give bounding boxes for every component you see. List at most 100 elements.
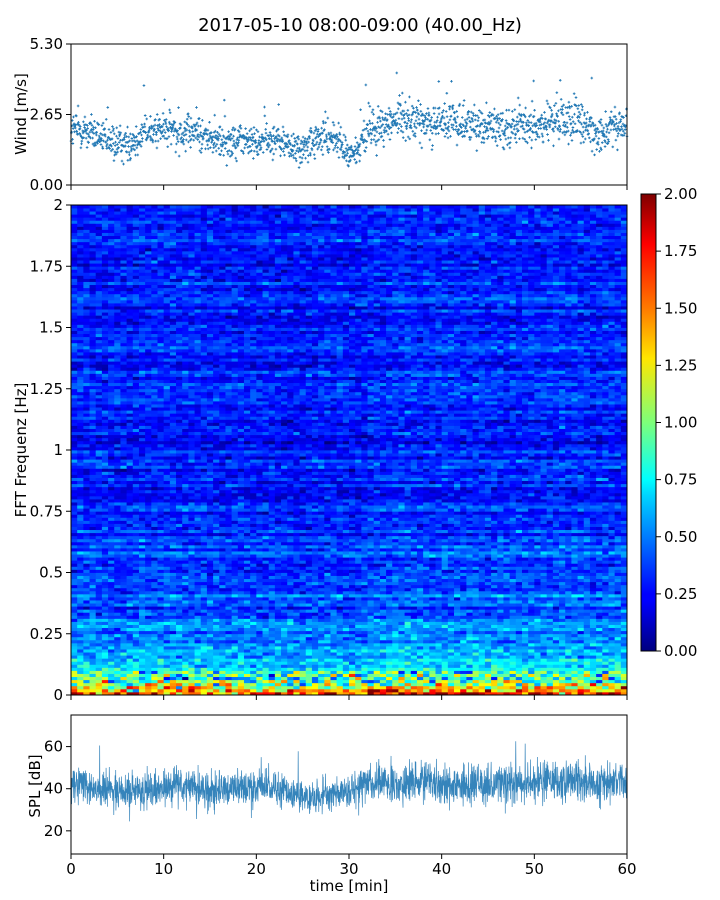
- spectrogram-cell: [491, 676, 498, 681]
- spectrogram-cell: [521, 646, 529, 650]
- spectrogram-cell: [596, 658, 603, 662]
- spectrogram-cell: [528, 606, 535, 610]
- wind-point: [616, 148, 619, 152]
- spectrogram-cell: [447, 664, 455, 668]
- spectrogram-cell: [176, 609, 183, 613]
- wind-point: [211, 139, 214, 142]
- spectrogram-cell: [379, 615, 387, 619]
- wind-point: [440, 111, 444, 114]
- spectrogram-cell: [188, 673, 195, 678]
- wind-point: [135, 146, 139, 150]
- spectrogram-cell: [213, 649, 220, 653]
- spectrogram-cell: [71, 609, 78, 613]
- spectrogram-cell: [441, 590, 449, 595]
- spectrogram-cell: [157, 642, 165, 647]
- spectrogram-cell: [355, 673, 362, 678]
- spectrogram-cell: [293, 587, 300, 592]
- spectrogram-cell: [281, 630, 288, 635]
- wind-point: [164, 118, 168, 121]
- spectrogram-cell: [534, 655, 541, 659]
- wind-point: [445, 132, 448, 135]
- spectrogram-cell: [503, 609, 511, 613]
- spectrogram-cell: [423, 652, 430, 656]
- spectrogram-cell: [95, 584, 103, 589]
- spectrogram-cell: [318, 682, 325, 687]
- spectrogram-cell: [392, 618, 399, 622]
- spectrogram-cell: [145, 636, 152, 641]
- spectrogram-cell: [114, 652, 121, 656]
- spectrogram-cell: [206, 646, 214, 650]
- wind-point: [214, 134, 218, 137]
- wind-point: [123, 133, 127, 137]
- spectrogram-cell: [540, 655, 548, 659]
- spectrogram-cell: [503, 670, 511, 674]
- spectrogram-cell: [571, 639, 578, 644]
- spectrogram-cell: [281, 593, 288, 598]
- spectrogram-cell: [262, 670, 270, 674]
- spectrogram-cell: [528, 676, 535, 681]
- spectrogram-cell: [194, 670, 202, 674]
- spectrogram-cell: [318, 600, 325, 604]
- spectrogram-cell: [423, 618, 430, 622]
- spectrogram-cell: [521, 661, 529, 665]
- spectrogram-cell: [206, 676, 214, 681]
- spectrogram-cell: [293, 676, 300, 681]
- wind-point: [291, 153, 295, 157]
- spectrogram-cell: [454, 615, 461, 619]
- wind-point: [273, 137, 276, 140]
- spectrogram-cell: [237, 639, 245, 644]
- wind-point: [290, 134, 293, 138]
- wind-point: [417, 117, 421, 121]
- spectrogram-cell: [361, 670, 368, 674]
- spectrogram-cell: [577, 685, 585, 690]
- spectrogram-cell: [367, 661, 375, 665]
- spectrogram-cell: [379, 679, 387, 684]
- spectrogram-cell: [95, 642, 103, 647]
- wind-point: [332, 148, 335, 152]
- spectrogram-cell: [577, 597, 585, 601]
- spectrogram-cell: [460, 624, 467, 629]
- spectrogram-cell: [398, 639, 405, 644]
- spectrogram-cell: [169, 633, 177, 638]
- wind-point: [227, 130, 230, 134]
- spectrogram-cell: [416, 664, 424, 668]
- spectrogram-cell: [416, 612, 424, 616]
- spectrogram-cell: [256, 664, 263, 668]
- spectrogram-cell: [620, 603, 628, 607]
- spectrogram-cell: [108, 593, 115, 598]
- spectrogram-cell: [169, 636, 177, 641]
- spectrogram-cell: [608, 636, 616, 641]
- spectrogram-cell: [552, 655, 560, 659]
- spectrogram-cell: [410, 612, 418, 616]
- wind-point: [524, 106, 527, 110]
- spectrogram-cell: [620, 627, 628, 632]
- spectrogram-cell: [559, 636, 566, 641]
- spectrogram-cell: [478, 649, 486, 653]
- wind-point: [375, 139, 379, 143]
- wind-point: [304, 156, 307, 160]
- wind-point: [262, 139, 266, 143]
- spectrogram-cell: [392, 606, 399, 610]
- spectrogram-cell: [577, 646, 585, 650]
- spectrogram-cell: [281, 664, 288, 668]
- spectrogram-cell: [620, 661, 628, 665]
- wind-point: [308, 129, 312, 133]
- wind-point: [429, 118, 433, 122]
- wind-point: [282, 150, 285, 153]
- wind-point: [620, 125, 623, 128]
- spectrogram-cell: [589, 609, 597, 613]
- spectrogram-cell: [460, 587, 467, 592]
- spectrogram-cell: [114, 649, 121, 653]
- wind-point: [208, 134, 212, 138]
- spectrogram-cell: [491, 646, 498, 650]
- spectrogram-cell: [503, 621, 511, 625]
- spectrogram-cell: [95, 606, 103, 610]
- spectrogram-cell: [429, 670, 436, 674]
- spectrogram-cell: [231, 606, 239, 610]
- spectrogram-cell: [379, 636, 387, 641]
- spectrogram-cell: [169, 661, 177, 665]
- spectrogram-cell: [145, 603, 152, 607]
- spectrogram-cell: [546, 682, 554, 687]
- spectrogram-cell: [361, 685, 368, 690]
- spectrogram-cell: [392, 655, 399, 659]
